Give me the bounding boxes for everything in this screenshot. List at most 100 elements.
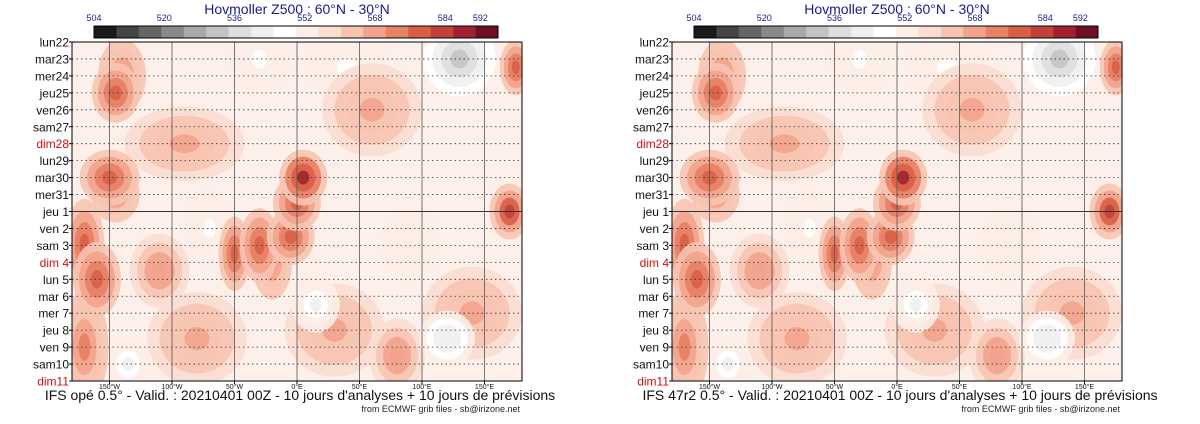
colorbar-swatch xyxy=(896,26,919,38)
hovmoller-chart: Hovmoller Z500 : 60°N - 30°N 504 520 536 552… xyxy=(33,1,523,391)
x-tick-label: 50°E xyxy=(952,383,968,391)
x-tick-label: 150°W xyxy=(99,383,120,391)
y-tick-label: mar30 xyxy=(35,171,69,185)
y-tick-label: jeu 1 xyxy=(42,205,69,219)
x-tick-label: 50°W xyxy=(826,383,844,391)
colorbar-frame xyxy=(693,25,1099,39)
heatmap-cell xyxy=(109,85,122,101)
y-tick-label: mar23 xyxy=(35,52,69,66)
colorbar-tick-label: 520 xyxy=(157,13,172,23)
heatmap-cell xyxy=(1040,331,1054,346)
heatmap-cell xyxy=(184,326,210,351)
heatmap-cell xyxy=(854,236,865,255)
heatmap-cell xyxy=(691,269,703,289)
hovmoller-chart: Hovmoller Z500 : 60°N - 30°N 504 520 536 552… xyxy=(633,1,1123,391)
hovmoller-panel-ifs-47r2: Hovmoller Z500 : 60°N - 30°N 504 520 536 552… xyxy=(600,0,1200,424)
colorbar-tick-label: 536 xyxy=(227,13,242,23)
colorbar-tick-label: 504 xyxy=(86,13,101,23)
colorbar-swatch xyxy=(738,26,762,38)
y-tick-label: lun22 xyxy=(640,36,670,50)
heatmap-cell xyxy=(722,357,735,372)
x-tick-label: 50°W xyxy=(226,383,244,391)
colorbar-swatch xyxy=(363,26,387,38)
y-tick-label: ven 2 xyxy=(40,222,70,236)
chart-title: Hovmoller Z500 : 60°N - 30°N xyxy=(804,1,990,17)
heatmap-cell xyxy=(78,333,91,362)
colorbar-tick-label: 568 xyxy=(968,13,983,23)
heatmap-cell xyxy=(803,219,816,238)
heatmap-cell xyxy=(897,170,910,185)
y-tick-label: sam 3 xyxy=(636,239,669,253)
colorbar-swatch xyxy=(340,26,364,38)
heatmap-cell xyxy=(959,98,985,122)
x-tick-label: 50°E xyxy=(352,383,368,391)
y-tick-label: mer31 xyxy=(635,188,669,202)
y-tick-label: dim28 xyxy=(636,137,669,151)
y-tick-label: ven26 xyxy=(36,103,69,117)
colorbar-frame xyxy=(93,25,499,39)
colorbar-tick-label: 584 xyxy=(1038,13,1053,23)
y-tick-label: lun29 xyxy=(640,154,670,168)
x-tick-label: 100°E xyxy=(1012,383,1031,391)
colorbar-swatch xyxy=(228,26,252,38)
heatmap-cell xyxy=(1111,60,1120,75)
heatmap-cell xyxy=(678,333,691,362)
y-tick-label: dim11 xyxy=(637,375,669,389)
y-tick-label: sam 3 xyxy=(36,239,69,253)
colorbar-swatch xyxy=(273,26,297,38)
colorbar-swatch xyxy=(1030,26,1054,38)
colorbar-swatch xyxy=(851,26,874,38)
x-tick-label: 100°W xyxy=(761,383,782,391)
colorbar-swatch xyxy=(161,26,185,38)
heatmap-cell xyxy=(884,229,897,244)
y-tick-label: jeu 1 xyxy=(642,205,669,219)
heatmap-cell xyxy=(511,60,520,75)
y-tick-label: mar23 xyxy=(635,52,669,66)
colorbar-swatch xyxy=(1053,26,1076,38)
x-tick-label: 150°W xyxy=(699,383,720,391)
y-tick-label: jeu25 xyxy=(639,86,670,100)
heatmap-cell xyxy=(309,297,322,312)
heatmap-cell xyxy=(297,170,310,185)
colorbar-swatch xyxy=(206,26,229,38)
heatmap-cell xyxy=(91,269,103,289)
heatmap-cell xyxy=(990,346,1004,365)
colorbar-swatch xyxy=(430,26,454,38)
colorbar-swatch xyxy=(1075,26,1099,38)
chart-credit: from ECMWF grib files - sb@irizone.net xyxy=(961,404,1120,414)
y-tick-label: mer31 xyxy=(35,188,69,202)
colorbar-swatch xyxy=(116,26,140,38)
y-tick-label: dim 4 xyxy=(40,256,70,270)
colorbar-swatch xyxy=(408,26,431,38)
y-tick-label: dim 4 xyxy=(640,256,670,270)
colorbar-swatch xyxy=(694,26,717,38)
colorbar-swatch xyxy=(385,26,409,38)
colorbar-swatch xyxy=(918,26,942,38)
heatmap-cell xyxy=(709,85,722,101)
colorbar-tick-label: 592 xyxy=(1073,13,1088,23)
y-tick-label: sam10 xyxy=(633,358,669,372)
chart-caption: IFS 47r2 0.5° - Valid. : 20210401 00Z - … xyxy=(642,387,1158,403)
colorbar-swatch xyxy=(94,26,117,38)
colorbar-swatch xyxy=(761,26,785,38)
heatmap-cell xyxy=(752,261,767,281)
colorbar-swatch xyxy=(138,26,162,38)
colorbar-swatch xyxy=(318,26,342,38)
colorbar-swatch xyxy=(873,26,897,38)
y-tick-label: sam10 xyxy=(33,358,69,372)
heatmap-cell xyxy=(852,49,867,69)
colorbar-swatch xyxy=(963,26,987,38)
colorbar-tick-label: 520 xyxy=(757,13,772,23)
colorbar-swatch xyxy=(783,26,807,38)
chart-credit: from ECMWF grib files - sb@irizone.net xyxy=(361,404,520,414)
y-tick-label: jeu25 xyxy=(39,86,70,100)
y-tick-label: mar30 xyxy=(635,171,669,185)
colorbar-tick-label: 584 xyxy=(438,13,453,23)
y-tick-label: lun22 xyxy=(40,36,70,50)
heatmap-cell xyxy=(390,346,404,365)
colorbar-swatch xyxy=(716,26,740,38)
y-tick-label: mer24 xyxy=(635,69,669,83)
heatmap-cell xyxy=(122,357,135,372)
heatmap-cell xyxy=(284,229,297,244)
y-tick-label: sam27 xyxy=(33,120,69,134)
